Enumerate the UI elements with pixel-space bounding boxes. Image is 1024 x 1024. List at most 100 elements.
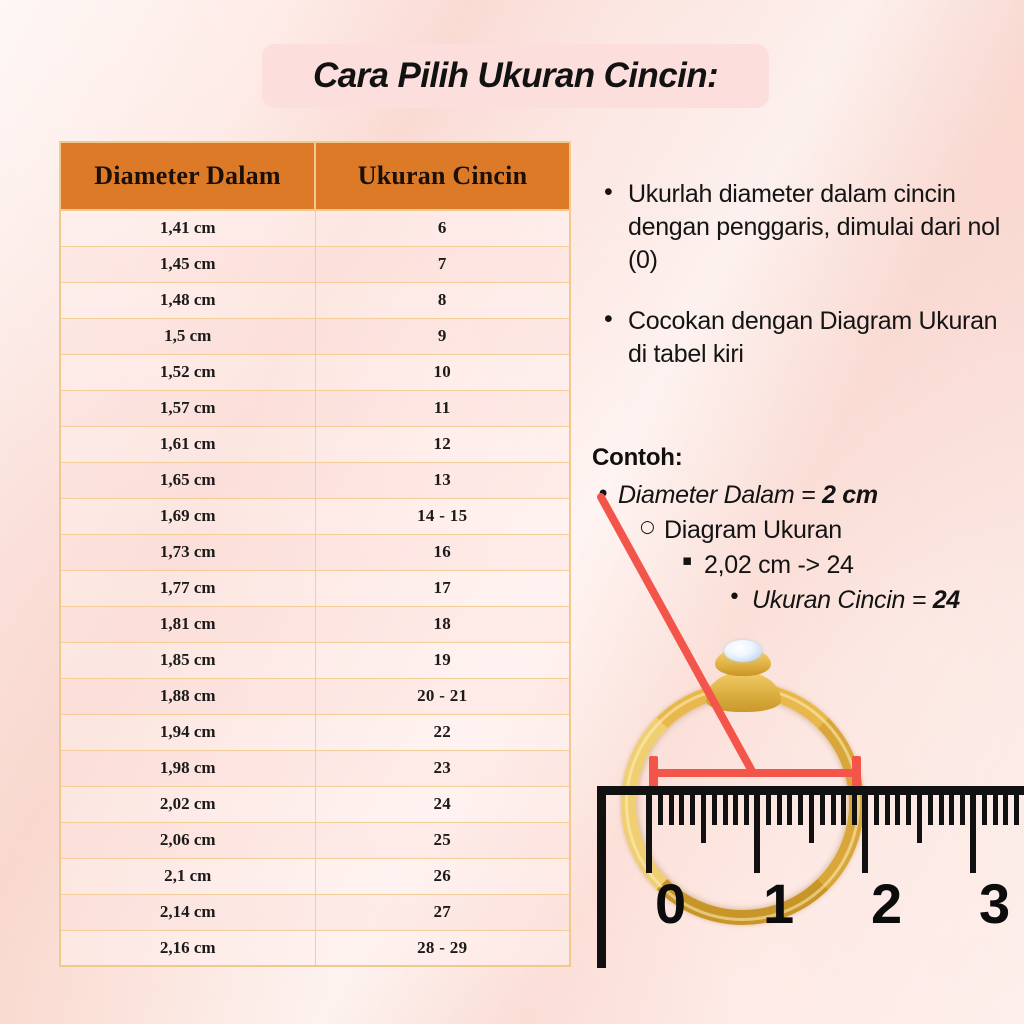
cell-ukuran: 25 [314,821,571,859]
cell-diameter: 1,69 cm [59,497,316,535]
ruler-tick-minor [657,795,663,825]
table-row: 1,85 cm 19 [59,641,571,679]
cell-ukuran: 12 [314,425,571,463]
ruler-tick-minor [744,795,750,825]
ruler-tick-major [754,795,760,873]
table-row: 1,48 cm 8 [59,281,571,319]
cell-diameter: 1,73 cm [59,533,316,571]
example-line-1: •Diameter Dalam = 2 cm [592,480,1022,510]
table-row: 1,81 cm 18 [59,605,571,643]
ruler-tick-minor [873,795,879,825]
ruler-tick-mid [701,795,706,843]
ruler-tick-minor [852,795,858,825]
ruler-tick-minor [830,795,836,825]
cell-diameter: 1,5 cm [59,317,316,355]
table-row: 1,73 cm 16 [59,533,571,571]
table-row: 1,57 cm 11 [59,389,571,427]
ruler-tick-minor [841,795,847,825]
cell-ukuran: 18 [314,605,571,643]
ruler-tick-major [970,795,976,873]
table-header-row: Diameter Dalam Ukuran Cincin [59,141,571,211]
ruler-tick-minor [949,795,955,825]
cell-ukuran: 27 [314,893,571,931]
table-row: 1,94 cm 22 [59,713,571,751]
cell-diameter: 1,98 cm [59,749,316,787]
ruler-tick-minor [690,795,696,825]
ruler-tick-minor [819,795,825,825]
cell-diameter: 1,41 cm [59,209,316,247]
cell-diameter: 2,02 cm [59,785,316,823]
ruler-tick-minor [938,795,944,825]
ruler-tick-minor [798,795,804,825]
measure-cap-left [649,756,658,790]
table-row: 1,77 cm 17 [59,569,571,607]
measure-cap-right [852,756,861,790]
ruler-tick-minor [733,795,739,825]
cell-ukuran: 9 [314,317,571,355]
cell-ukuran: 19 [314,641,571,679]
ruler-number: 3 [979,872,1011,935]
cell-diameter: 2,14 cm [59,893,316,931]
table-row: 1,45 cm 7 [59,245,571,283]
cell-diameter: 2,1 cm [59,857,316,895]
ruler-tick-minor [776,795,782,825]
cell-ukuran: 26 [314,857,571,895]
cell-diameter: 1,88 cm [59,677,316,715]
cell-ukuran: 28 - 29 [314,929,571,967]
cell-ukuran: 23 [314,749,571,787]
cell-diameter: 2,06 cm [59,821,316,859]
ruler-tick-minor [711,795,717,825]
table-row: 2,1 cm 26 [59,857,571,895]
example-line-4: • Ukuran Cincin = 24 [592,585,1022,615]
ruler-tick-minor [981,795,987,825]
cell-diameter: 2,16 cm [59,929,316,967]
ruler-tick-minor [992,795,998,825]
cell-diameter: 1,57 cm [59,389,316,427]
table-row: 1,88 cm 20 - 21 [59,677,571,715]
example-line-4-value: 24 [932,586,961,614]
cell-ukuran: 24 [314,785,571,823]
cell-ukuran: 11 [314,389,571,427]
table-row: 2,14 cm 27 [59,893,571,931]
table-row: 1,5 cm 9 [59,317,571,355]
cell-diameter: 1,77 cm [59,569,316,607]
cell-diameter: 1,45 cm [59,245,316,283]
page-title: Cara Pilih Ukuran Cincin: [312,56,719,95]
ruler-left-edge [597,786,606,968]
bullet-marker-level4: • [728,585,741,610]
cell-ukuran: 6 [314,209,571,247]
cell-ukuran: 7 [314,245,571,283]
ruler-tick-minor [960,795,966,825]
table-row: 1,52 cm 10 [59,353,571,391]
example-line-3: ▪ 2,02 cm -> 24 [592,551,1022,580]
example-panel: Contoh: •Diameter Dalam = 2 cm ○Diagram … [592,444,1022,615]
cell-diameter: 1,52 cm [59,353,316,391]
cell-diameter: 1,61 cm [59,425,316,463]
instruction-list: Ukurlah diameter dalam cincin dengan pen… [596,176,1016,371]
example-line-4-label: Ukuran Cincin = [752,586,933,614]
ruler-number: 1 [763,872,795,935]
ruler-tick-major [862,795,868,873]
example-line-2: ○ Diagram Ukuran [592,516,1022,545]
pointer-line [597,493,757,777]
cell-ukuran: 16 [314,533,571,571]
cell-diameter: 1,65 cm [59,461,316,499]
cell-diameter: 1,81 cm [59,605,316,643]
table-row: 1,41 cm 6 [59,209,571,247]
example-heading: Contoh: [592,444,683,471]
ruler-tick-mid [809,795,814,843]
ruler-tick-minor [895,795,901,825]
example-line-1-value: 2 cm [822,481,878,509]
ring-size-table: Diameter Dalam Ukuran Cincin 1,41 cm 6 1,4… [59,141,571,967]
ruler-number: 2 [871,872,903,935]
ruler-tick-minor [1014,795,1020,825]
cell-ukuran: 17 [314,569,571,607]
page-title-pill: Cara Pilih Ukuran Cincin: [262,44,769,108]
cell-ukuran: 14 - 15 [314,497,571,535]
cell-ukuran: 8 [314,281,571,319]
table-row: 2,16 cm 28 - 29 [59,929,571,967]
ruler-tick-minor [906,795,912,825]
ruler-tick-minor [927,795,933,825]
ruler-tick-minor [884,795,890,825]
cell-ukuran: 13 [314,461,571,499]
